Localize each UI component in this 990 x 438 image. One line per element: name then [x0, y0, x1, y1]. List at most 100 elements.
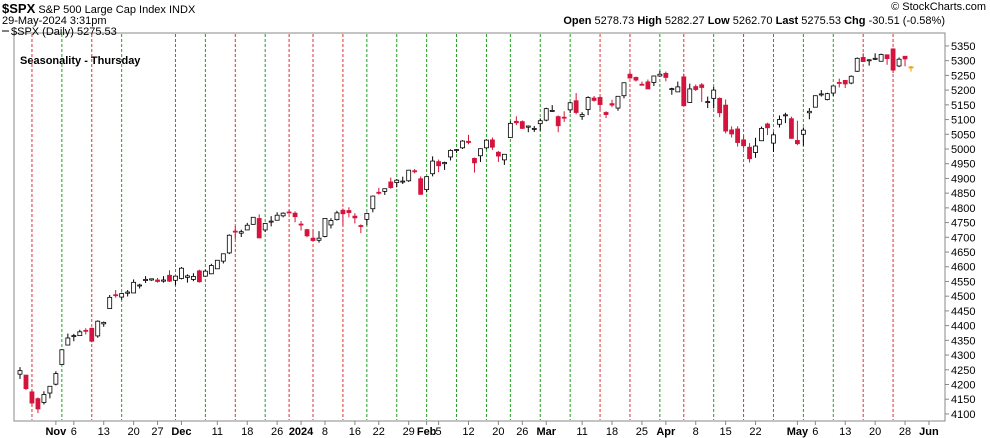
candle-body: [388, 181, 394, 188]
y-tick-label: 4950: [951, 159, 975, 171]
y-tick-label: 4450: [951, 306, 975, 318]
high: 5282.27: [665, 15, 705, 27]
candle-body: [771, 134, 776, 144]
candle-body: [143, 279, 148, 281]
candle-body: [789, 118, 794, 139]
x-tick-label: 20: [492, 426, 504, 438]
candle-body: [884, 54, 890, 60]
candle-body: [107, 296, 113, 309]
candle-body: [603, 112, 609, 115]
x-tick-label: 12: [462, 426, 474, 438]
candle-body: [424, 176, 430, 191]
x-tick-label: 18: [606, 426, 618, 438]
candle-body: [783, 114, 788, 117]
x-tick-label: 22: [373, 426, 385, 438]
candle-body: [202, 270, 208, 277]
candle-body: [747, 146, 752, 160]
candle-body: [490, 139, 495, 148]
candle-body: [555, 116, 561, 127]
x-tick-label: Dec: [171, 426, 191, 438]
candle-body: [651, 75, 657, 83]
y-tick-label: 5300: [951, 56, 975, 68]
candle-body: [878, 54, 884, 62]
candle-body: [681, 76, 687, 107]
y-tick-label: 4650: [951, 247, 975, 259]
candle-body: [256, 218, 262, 239]
y-tick-label: 4700: [951, 232, 975, 244]
x-tick-label: 8: [322, 426, 328, 438]
x-tick-label: 28: [899, 426, 911, 438]
candle-body: [812, 95, 818, 108]
candle-body: [753, 145, 758, 153]
candle-body: [65, 337, 71, 346]
y-tick-label: 5200: [951, 85, 975, 97]
candle-body: [717, 97, 723, 114]
y-tick-label: 4250: [951, 365, 975, 377]
candle-body: [352, 215, 358, 219]
candle-body: [687, 88, 693, 103]
exchange: INDX: [169, 4, 196, 16]
chart-title: Seasonality - Thursday: [20, 55, 141, 67]
open-label: Open: [563, 15, 591, 27]
candle-body: [621, 82, 627, 97]
y-tick-label: 5050: [951, 129, 975, 141]
candle-body: [167, 274, 172, 282]
candle-body: [358, 225, 364, 227]
x-tick-label: Mar: [536, 426, 556, 438]
candle-body: [573, 100, 579, 113]
x-tick-label: 13: [839, 426, 851, 438]
candle-body: [669, 88, 675, 91]
candle-body: [382, 188, 388, 192]
candle-body: [137, 284, 143, 287]
candle-body: [806, 110, 812, 114]
candle-body: [214, 259, 220, 270]
y-tick-label: 5100: [951, 115, 975, 127]
candle-body: [472, 158, 477, 164]
low-label: Low: [708, 15, 730, 27]
candle-body: [149, 278, 154, 281]
candle-body: [478, 148, 483, 157]
x-tick-label: 8: [693, 426, 699, 438]
candle-body: [179, 267, 184, 279]
candle-body: [173, 275, 178, 281]
candle-body: [645, 81, 651, 90]
x-tick-label: Apr: [656, 426, 676, 438]
candle-body: [161, 279, 166, 282]
y-tick-label: 4750: [951, 218, 975, 230]
y-tick-label: 4550: [951, 276, 975, 288]
x-tick-label: 11: [576, 426, 587, 438]
candle-body: [232, 230, 238, 233]
candle-body: [370, 195, 376, 210]
candle-body: [800, 129, 806, 135]
candle-body: [83, 329, 89, 332]
header-right: Open 5278.73 High 5282.27 Low 5262.70 La…: [563, 15, 945, 27]
candle-body: [95, 320, 101, 337]
candle-body: [340, 209, 346, 215]
x-tick-label: 22: [749, 426, 761, 438]
candle-body: [400, 180, 406, 183]
candle-body: [125, 291, 131, 294]
candle-body: [908, 66, 914, 69]
x-tick-label: 6: [812, 426, 818, 438]
candle-body: [119, 293, 125, 298]
candle-body: [310, 237, 316, 241]
candle-body: [89, 327, 95, 342]
candle-body: [334, 212, 340, 221]
candle-body: [286, 211, 292, 214]
candle-body: [316, 237, 322, 241]
candle-body: [364, 213, 370, 220]
y-tick-label: 4100: [951, 409, 975, 421]
candle-body: [322, 218, 328, 237]
candle-body: [795, 140, 800, 145]
candle-body: [818, 93, 824, 96]
candle-body: [537, 120, 543, 125]
x-tick-label: 5: [436, 426, 442, 438]
candle-body: [412, 170, 418, 173]
candle-body: [430, 160, 436, 175]
candle-body: [657, 73, 663, 77]
candle-body: [185, 275, 190, 278]
candle-body: [824, 93, 830, 100]
candle-body: [567, 102, 573, 111]
y-tick-label: 5350: [951, 41, 975, 53]
x-tick-label: 11: [212, 426, 223, 438]
